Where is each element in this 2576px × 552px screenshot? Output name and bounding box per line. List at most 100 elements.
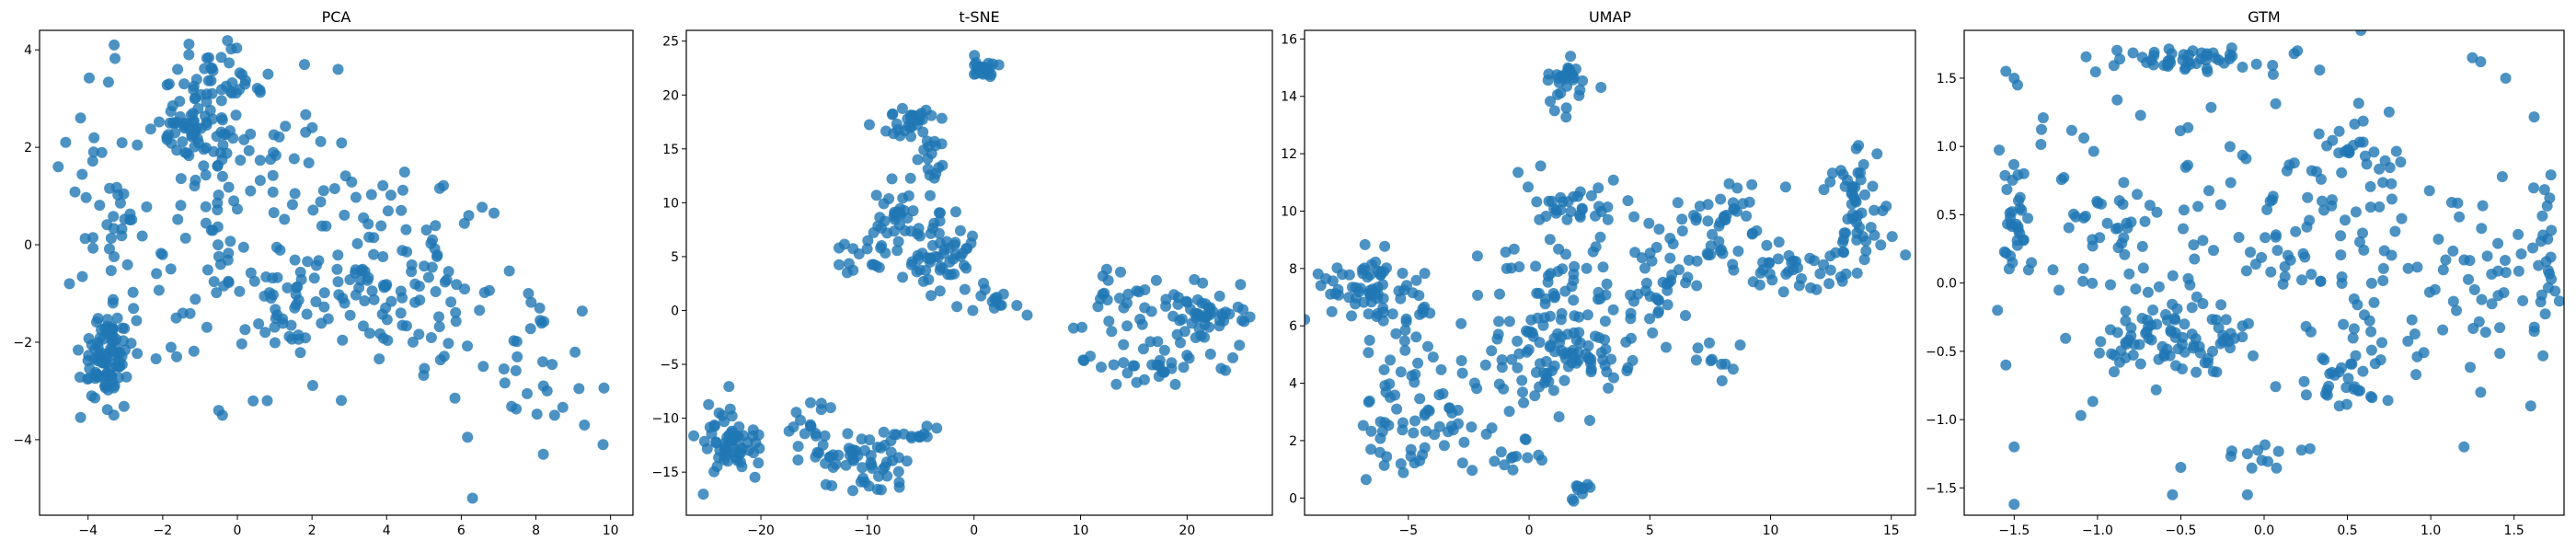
y-tick-label: −15 <box>651 466 679 480</box>
scatter-point <box>489 207 500 219</box>
scatter-point <box>2317 195 2328 207</box>
x-tick-label: −1.5 <box>1998 523 2030 538</box>
scatter-point <box>289 188 301 200</box>
scatter-point <box>949 206 961 218</box>
scatter-point <box>212 159 224 171</box>
scatter-point <box>109 39 121 51</box>
y-tick-label: 15 <box>662 143 679 157</box>
scatter-point <box>2481 250 2493 262</box>
scatter-point <box>118 400 130 412</box>
scatter-point <box>1395 366 1407 378</box>
scatter-point <box>2004 207 2016 219</box>
scatter-point <box>1544 234 1556 246</box>
scatter-point <box>2382 395 2394 407</box>
scatter-point <box>413 328 425 340</box>
scatter-point <box>2377 177 2389 189</box>
y-tick-label: 10 <box>662 196 679 211</box>
scatter-point <box>1468 377 1480 389</box>
scatter-point <box>1705 240 1717 252</box>
scatter-point <box>357 320 369 332</box>
scatter-point <box>190 293 201 305</box>
scatter-point <box>2541 200 2553 212</box>
scatter-point <box>1859 189 1870 201</box>
scatter-point <box>1566 281 1578 293</box>
scatter-point <box>1419 301 1431 313</box>
scatter-point <box>1115 266 1126 278</box>
scatter-point <box>235 155 247 167</box>
scatter-point <box>2270 231 2282 243</box>
scatter-point <box>1166 357 1178 369</box>
x-tick-label: 0.5 <box>2337 523 2357 538</box>
scatter-point <box>2281 165 2293 177</box>
scatter-point <box>306 380 318 391</box>
scatter-point <box>1661 278 1673 290</box>
scatter-point <box>2119 248 2131 260</box>
scatter-point <box>1583 353 1595 365</box>
scatter-point <box>576 305 588 317</box>
scatter-point <box>1530 260 1542 272</box>
scatter-point <box>1662 299 1673 311</box>
scatter-point <box>422 271 434 283</box>
scatter-point <box>105 233 117 244</box>
scatter-point <box>2517 294 2529 306</box>
scatter-point <box>1805 282 1817 293</box>
scatter-point <box>749 471 761 483</box>
scatter-point <box>1553 411 1565 422</box>
scatter-point <box>2318 354 2330 366</box>
scatter-point <box>2117 199 2129 210</box>
y-tick-label: 8 <box>1289 262 1297 277</box>
scatter-point <box>810 430 822 442</box>
scatter-point <box>1495 446 1507 458</box>
scatter-point <box>2162 61 2174 72</box>
scatter-point <box>510 364 522 376</box>
scatter-point <box>918 428 930 440</box>
scatter-point <box>1584 415 1595 426</box>
scatter-point <box>107 323 119 335</box>
scatter-point <box>1456 457 1468 469</box>
scatter-point <box>2220 314 2232 326</box>
scatter-point <box>92 371 104 383</box>
scatter-point <box>598 382 610 394</box>
scatter-point <box>2549 285 2561 297</box>
scatter-point <box>450 316 462 328</box>
scatter-point <box>267 169 279 181</box>
scatter-point <box>1601 278 1613 290</box>
scatter-point <box>1160 300 1172 312</box>
scatter-point <box>1190 332 1202 343</box>
scatter-point <box>2184 279 2196 291</box>
scatter-point <box>363 231 375 243</box>
scatter-point <box>710 437 722 449</box>
scatter-point <box>1121 297 1133 309</box>
scatter-point <box>1169 378 1181 390</box>
scatter-point <box>2175 462 2187 473</box>
scatter-point <box>337 334 349 346</box>
scatter-point <box>189 141 201 153</box>
scatter-point <box>2477 200 2489 212</box>
scatter-point <box>2207 365 2219 377</box>
scatter-point <box>1860 236 1872 247</box>
scatter-point <box>1855 174 1867 186</box>
scatter-point <box>1410 331 1422 343</box>
scatter-point <box>523 288 535 299</box>
scatter-point <box>2475 386 2487 398</box>
scatter-point <box>2365 344 2377 356</box>
scatter-point <box>1691 280 1703 292</box>
scatter-point <box>2348 323 2360 335</box>
scatter-point <box>189 93 201 105</box>
scatter-point <box>1544 341 1556 353</box>
scatter-point <box>1998 246 2010 258</box>
scatter-point <box>1137 343 1149 355</box>
scatter-point <box>86 339 98 351</box>
scatter-point <box>2261 203 2273 215</box>
scatter-point <box>165 263 177 275</box>
scatter-point <box>747 424 759 436</box>
scatter-point <box>1702 215 1714 227</box>
scatter-point <box>1493 316 1505 328</box>
scatter-point <box>1779 181 1791 193</box>
scatter-point <box>1542 75 1554 86</box>
scatter-point <box>1826 167 1838 179</box>
scatter-point <box>2533 259 2545 271</box>
scatter-point <box>1519 433 1531 445</box>
scatter-point <box>2383 106 2395 118</box>
scatter-point <box>2336 167 2348 178</box>
